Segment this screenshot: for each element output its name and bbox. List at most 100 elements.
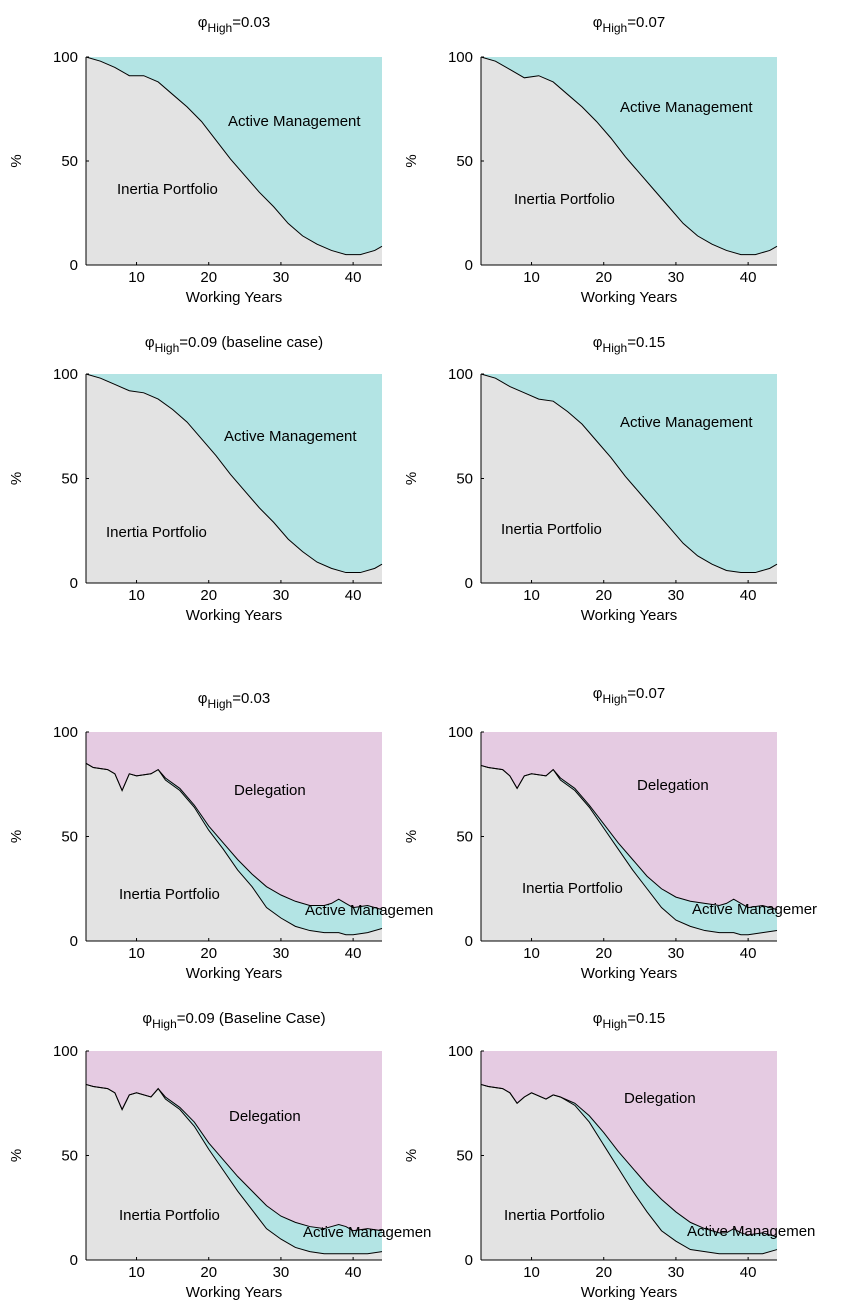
- region-label-lower: Inertia Portfolio: [514, 191, 615, 208]
- series-line-1: [480, 373, 778, 574]
- y-tick-label: 50: [61, 1148, 78, 1165]
- region-label-lower: Inertia Portfolio: [504, 1207, 605, 1224]
- active-management-area: [86, 1084, 382, 1254]
- inertia-portfolio-area: [86, 57, 382, 265]
- region-label-middle: Active Managemer: [692, 901, 817, 918]
- panel-title: φHigh=0.07: [593, 685, 665, 706]
- panel-title: φHigh=0.15: [593, 334, 665, 355]
- x-tick-label: 20: [200, 1264, 217, 1281]
- panel-3: 10 20 30 40 0 50 100 Working Years% φHigh=0.09 (…: [8, 334, 383, 624]
- y-axis-label: %: [403, 472, 420, 485]
- y-tick-label: 100: [448, 1043, 473, 1060]
- y-axis-label: %: [403, 154, 420, 167]
- y-tick-label: 100: [448, 366, 473, 383]
- region-label-lower: Inertia Portfolio: [119, 886, 220, 903]
- panel-6: 10 20 30 40 0 50 100 Working Years% φHigh=0.07 De…: [403, 685, 817, 982]
- y-tick-label: 50: [61, 829, 78, 846]
- x-tick-label: 10: [523, 945, 540, 962]
- y-tick-label: 0: [70, 933, 78, 950]
- x-tick-label: 30: [668, 1264, 685, 1281]
- y-tick-label: 0: [70, 575, 78, 592]
- y-axis-label: %: [8, 472, 25, 485]
- x-tick-label: 30: [668, 587, 685, 604]
- series-line-2: [85, 1083, 383, 1232]
- x-axis-label: Working Years: [581, 607, 677, 624]
- x-tick-label: 10: [128, 945, 145, 962]
- y-tick-label: 0: [70, 1252, 78, 1269]
- panel-4: 10 20 30 40 0 50 100 Working Years% φHigh=0.15 Ac…: [403, 334, 778, 624]
- panel-title: φHigh=0.15: [593, 1010, 665, 1031]
- y-tick-label: 100: [448, 49, 473, 66]
- x-axis-label: Working Years: [186, 607, 282, 624]
- x-axis-label: Working Years: [186, 965, 282, 982]
- y-tick-label: 50: [456, 471, 473, 488]
- x-axis-label: Working Years: [581, 289, 677, 306]
- region-label-lower: Inertia Portfolio: [106, 524, 207, 541]
- inertia-portfolio-area: [481, 374, 777, 583]
- x-tick-label: 30: [668, 945, 685, 962]
- x-tick-label: 30: [668, 269, 685, 286]
- y-tick-label: 50: [456, 153, 473, 170]
- x-tick-label: 40: [345, 587, 362, 604]
- x-tick-label: 20: [200, 945, 217, 962]
- x-tick-label: 30: [273, 587, 290, 604]
- x-tick-label: 10: [128, 587, 145, 604]
- region-label-upper: Delegation: [234, 782, 306, 799]
- x-tick-label: 10: [523, 1264, 540, 1281]
- series-line-1: [480, 56, 778, 256]
- panel-title: φHigh=0.09 (Baseline Case): [142, 1010, 325, 1031]
- y-tick-label: 0: [465, 1252, 473, 1269]
- panel-1: 10 20 30 40 0 50 100 Working Years% φHigh=0.03 Ac…: [8, 14, 383, 306]
- x-tick-label: 30: [273, 1264, 290, 1281]
- region-label-upper: Active Management: [224, 428, 357, 445]
- x-tick-label: 40: [345, 269, 362, 286]
- y-tick-label: 0: [465, 257, 473, 274]
- x-axis-label: Working Years: [186, 1284, 282, 1301]
- x-tick-label: 30: [273, 945, 290, 962]
- panel-7: 10 20 30 40 0 50 100 Working Years% φHigh=0.09 (…: [8, 1010, 431, 1301]
- panel-title: φHigh=0.09 (baseline case): [145, 334, 323, 355]
- y-tick-label: 50: [456, 829, 473, 846]
- region-label-upper: Delegation: [637, 777, 709, 794]
- y-tick-label: 50: [456, 1148, 473, 1165]
- inertia-portfolio-area: [86, 763, 382, 941]
- y-tick-label: 50: [61, 471, 78, 488]
- x-tick-label: 20: [595, 945, 612, 962]
- region-label-lower: Inertia Portfolio: [501, 521, 602, 538]
- series-line-1: [85, 56, 383, 256]
- region-label-upper: Active Management: [228, 113, 361, 130]
- region-label-upper: Delegation: [624, 1090, 696, 1107]
- region-label-middle: Active Managemen: [305, 902, 433, 919]
- x-tick-label: 40: [740, 269, 757, 286]
- x-tick-label: 10: [523, 587, 540, 604]
- panel-8: 10 20 30 40 0 50 100 Working Years% φHigh=0.15 De…: [403, 1010, 815, 1301]
- x-tick-label: 30: [273, 269, 290, 286]
- inertia-portfolio-area: [481, 765, 777, 941]
- x-tick-label: 20: [200, 269, 217, 286]
- x-tick-label: 20: [200, 587, 217, 604]
- panel-title: φHigh=0.03: [198, 14, 270, 35]
- x-tick-label: 40: [740, 587, 757, 604]
- x-tick-label: 10: [128, 269, 145, 286]
- y-axis-label: %: [403, 830, 420, 843]
- x-axis-label: Working Years: [581, 965, 677, 982]
- x-axis-label: Working Years: [186, 289, 282, 306]
- series-line-2: [480, 764, 778, 911]
- inertia-portfolio-area: [86, 374, 382, 583]
- x-tick-label: 20: [595, 269, 612, 286]
- x-tick-label: 20: [595, 587, 612, 604]
- region-label-middle: Active Managemen: [303, 1224, 431, 1241]
- y-axis-label: %: [8, 830, 25, 843]
- x-axis-label: Working Years: [581, 1284, 677, 1301]
- series-line-2: [480, 1083, 778, 1238]
- y-tick-label: 0: [465, 575, 473, 592]
- y-axis-label: %: [8, 1149, 25, 1162]
- inertia-portfolio-area: [481, 1084, 777, 1260]
- y-tick-label: 0: [70, 257, 78, 274]
- active-management-area: [481, 1084, 777, 1254]
- region-label-middle: Active Managemen: [687, 1223, 815, 1240]
- series-line-1: [85, 373, 383, 574]
- region-label-lower: Inertia Portfolio: [522, 880, 623, 897]
- panel-5: 10 20 30 40 0 50 100 Working Years% φHigh=0.03 De…: [8, 690, 433, 982]
